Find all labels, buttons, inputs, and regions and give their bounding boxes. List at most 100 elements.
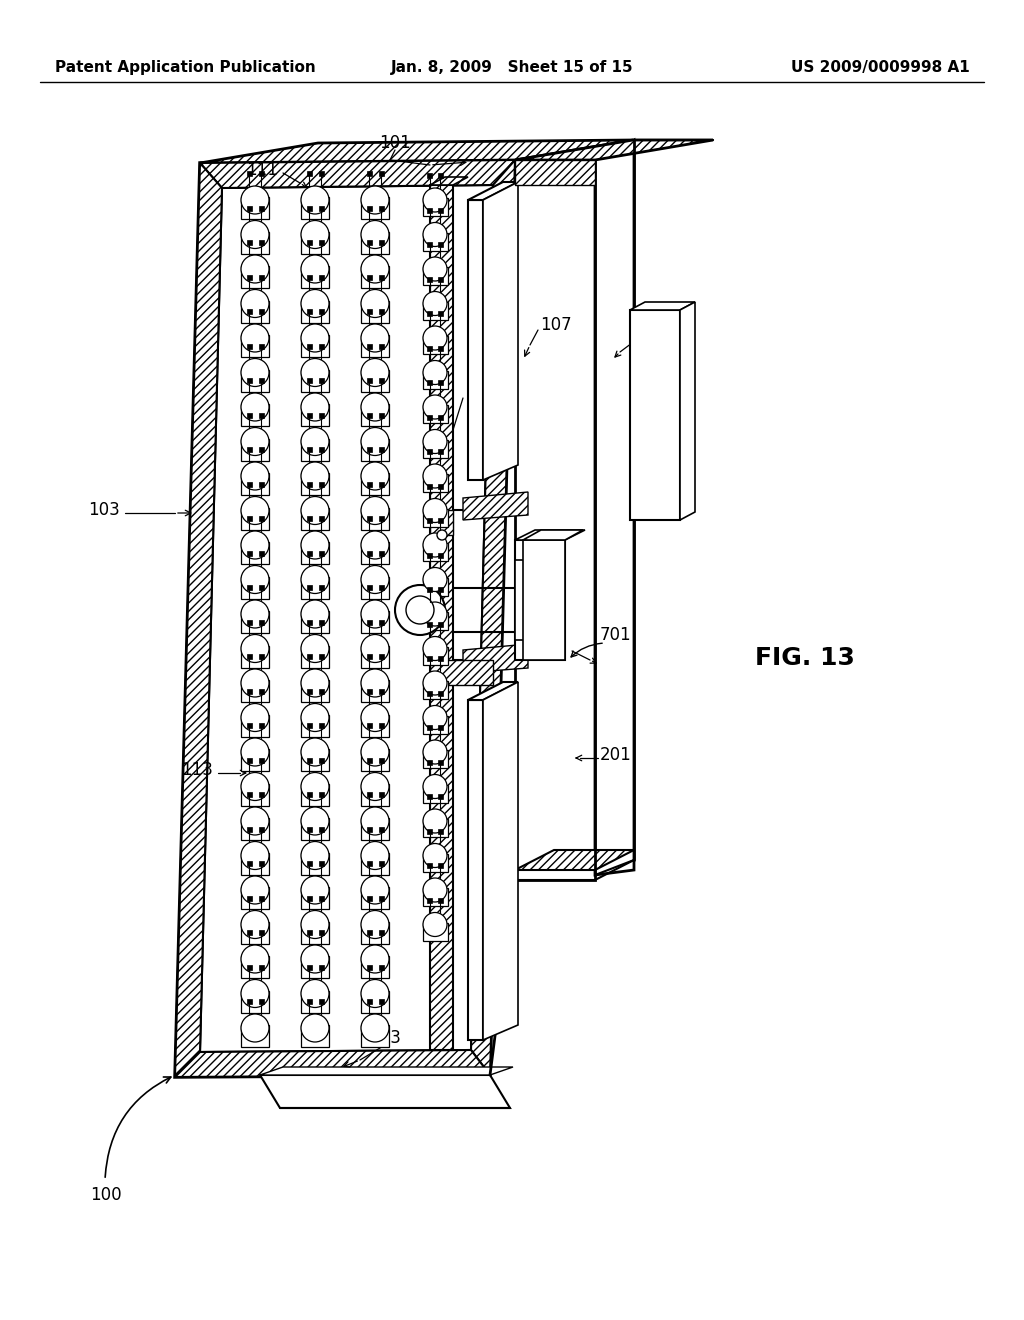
Bar [438, 449, 443, 454]
Bar [241, 301, 269, 322]
Circle shape [241, 945, 269, 973]
Polygon shape [200, 185, 493, 1052]
Bar [259, 931, 264, 935]
Circle shape [301, 186, 329, 214]
Bar [427, 759, 432, 764]
Circle shape [423, 912, 447, 936]
Bar [427, 483, 432, 488]
Bar [307, 965, 312, 969]
Bar [247, 412, 252, 417]
Bar [427, 346, 432, 351]
Circle shape [423, 395, 447, 418]
Circle shape [361, 738, 389, 766]
Bar [259, 861, 264, 866]
Circle shape [423, 326, 447, 350]
Bar [301, 956, 329, 978]
Bar [423, 750, 449, 768]
Bar [307, 240, 312, 246]
Bar [427, 898, 432, 903]
Bar [247, 723, 252, 729]
Bar [319, 172, 324, 176]
Circle shape [241, 255, 269, 282]
Bar [438, 656, 443, 661]
Bar [259, 550, 264, 556]
Circle shape [241, 565, 269, 594]
Bar [367, 758, 372, 763]
Circle shape [301, 911, 329, 939]
Bar [247, 792, 252, 797]
Bar [438, 725, 443, 730]
Bar [241, 645, 269, 668]
Bar [241, 370, 269, 392]
Circle shape [361, 565, 389, 594]
Circle shape [241, 979, 269, 1007]
Bar [361, 438, 389, 461]
Bar [427, 725, 432, 730]
Circle shape [361, 531, 389, 558]
Bar [379, 585, 384, 590]
Circle shape [361, 772, 389, 800]
Bar [367, 343, 372, 348]
Bar [319, 895, 324, 900]
Bar [379, 931, 384, 935]
Bar [307, 275, 312, 280]
Bar [423, 337, 449, 354]
Polygon shape [200, 140, 633, 162]
Bar [241, 543, 269, 564]
Circle shape [301, 531, 329, 558]
Bar [259, 619, 264, 624]
Circle shape [241, 704, 269, 731]
Circle shape [423, 533, 447, 557]
Bar [367, 723, 372, 729]
Bar [307, 619, 312, 624]
Bar [423, 301, 449, 319]
Text: 107: 107 [536, 639, 567, 657]
Bar [247, 482, 252, 487]
Bar [307, 895, 312, 900]
Bar [423, 923, 449, 940]
Bar [319, 723, 324, 729]
Bar [423, 405, 449, 422]
Bar [247, 309, 252, 314]
Circle shape [241, 531, 269, 558]
Bar [259, 378, 264, 383]
Bar [259, 447, 264, 451]
Circle shape [361, 704, 389, 731]
Circle shape [361, 323, 389, 352]
Bar [367, 861, 372, 866]
Bar [427, 795, 432, 799]
Circle shape [301, 945, 329, 973]
Bar [247, 861, 252, 866]
Bar [259, 172, 264, 176]
Bar [379, 275, 384, 280]
Bar [379, 172, 384, 176]
Bar [423, 681, 449, 700]
Bar [438, 690, 443, 696]
Circle shape [301, 842, 329, 870]
Bar [319, 999, 324, 1005]
Text: 113: 113 [369, 1030, 401, 1047]
Circle shape [423, 257, 447, 281]
Bar [361, 784, 389, 805]
Polygon shape [483, 182, 518, 480]
Bar [259, 999, 264, 1005]
Circle shape [361, 428, 389, 455]
Bar [438, 863, 443, 869]
Bar [423, 578, 449, 595]
Polygon shape [515, 140, 713, 160]
Bar [301, 748, 329, 771]
Bar [361, 1026, 389, 1047]
Polygon shape [515, 531, 585, 540]
Bar [301, 887, 329, 909]
Circle shape [361, 289, 389, 318]
Bar [427, 622, 432, 627]
Bar [379, 999, 384, 1005]
Bar [438, 553, 443, 557]
Bar [307, 309, 312, 314]
Bar [423, 612, 449, 630]
Bar [319, 482, 324, 487]
Bar [241, 784, 269, 805]
Bar [307, 447, 312, 451]
Polygon shape [468, 700, 483, 1040]
Bar [307, 482, 312, 487]
